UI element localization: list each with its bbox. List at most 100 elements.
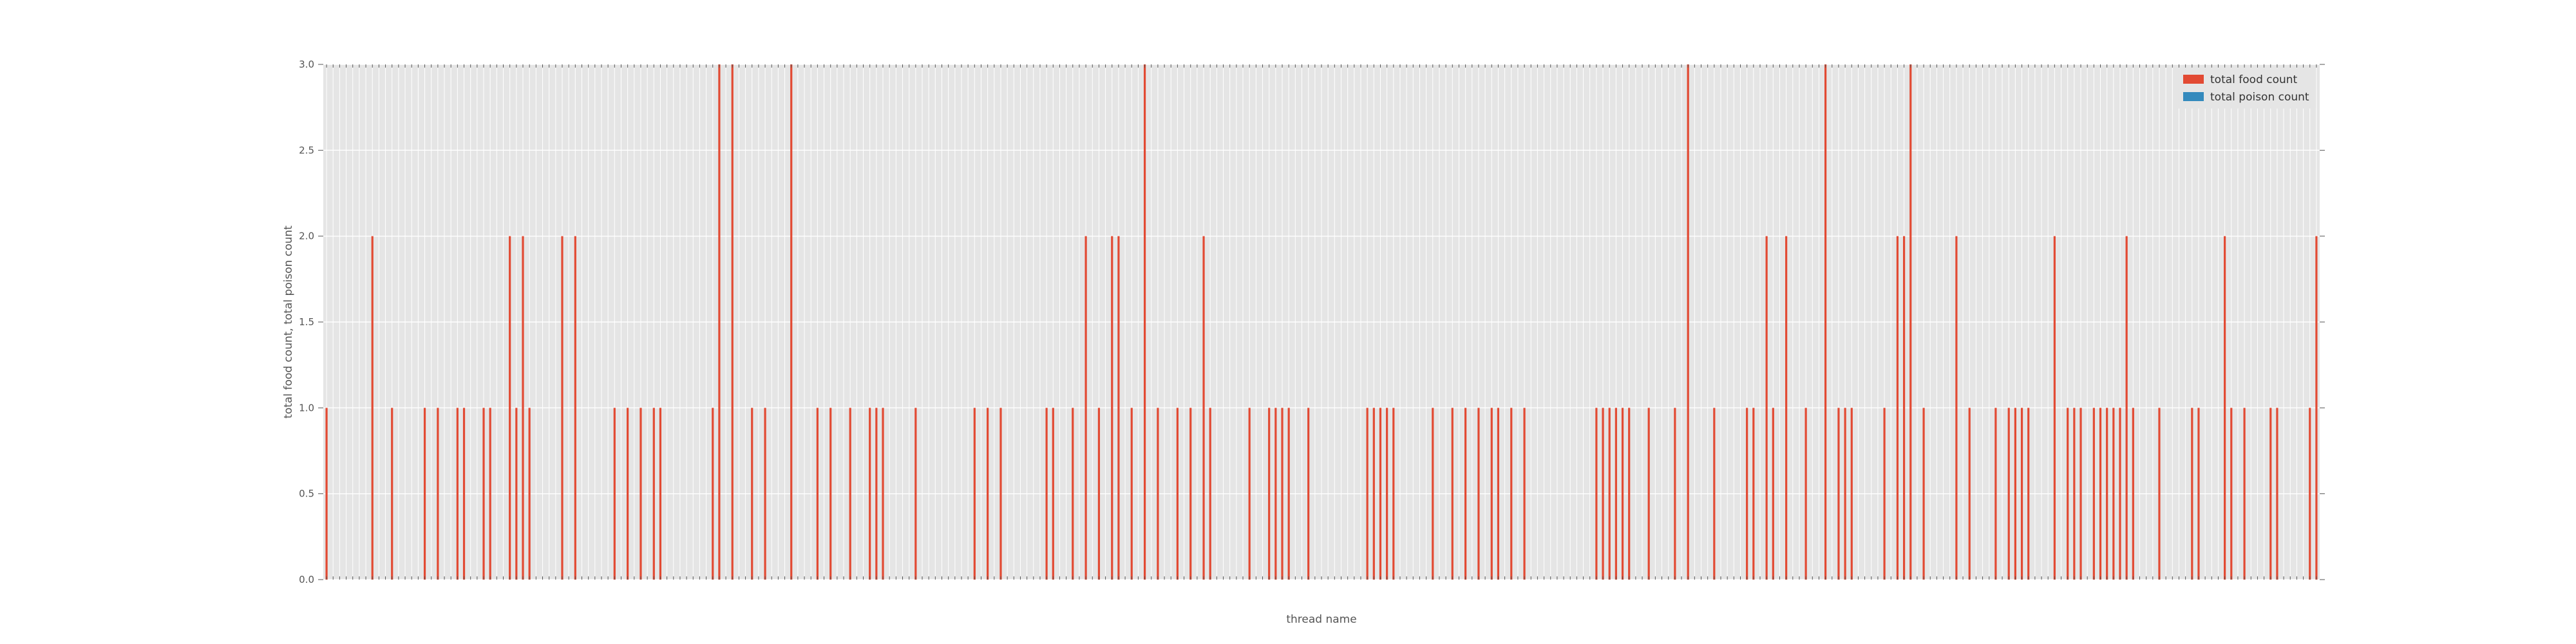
y-gridlines <box>323 64 2320 580</box>
y-tick-label: 1.0 <box>299 402 314 413</box>
bar-food <box>2224 236 2226 580</box>
bar-food <box>790 64 793 580</box>
bar-food <box>2243 408 2246 580</box>
bar-food <box>462 408 466 580</box>
bar-food <box>2276 408 2278 580</box>
bar-food <box>1111 236 1113 580</box>
bar-food <box>1902 236 1906 580</box>
bar-food <box>1281 408 1283 580</box>
bar-food <box>1451 408 1454 580</box>
bar-food <box>1804 408 1807 580</box>
bar-food <box>528 408 531 580</box>
bar-food <box>2106 408 2108 580</box>
y-tick-label: 2.0 <box>299 231 314 242</box>
bar-food <box>1765 236 1768 580</box>
bar-marks <box>325 64 2318 580</box>
bar-food <box>1674 408 1676 580</box>
bar-food <box>1392 408 1395 580</box>
bar-food <box>1955 236 1958 580</box>
bar-food <box>1268 408 1271 580</box>
bar-food <box>1746 408 1748 580</box>
bar-food <box>2073 408 2076 580</box>
legend-swatch-food <box>2183 75 2204 84</box>
x-tick-marks <box>326 64 2317 580</box>
bar-food <box>1117 236 1120 580</box>
bar-food <box>1366 408 1368 580</box>
bar-food <box>1372 408 1375 580</box>
bar-food <box>1844 408 1846 580</box>
bar-food <box>1143 64 1146 580</box>
bar-food <box>1772 408 1774 580</box>
x-axis-label: thread name <box>1286 613 1356 626</box>
bar-food <box>1837 408 1840 580</box>
bar-food <box>999 408 1002 580</box>
y-axis-label: total food count, total poison count <box>282 225 295 419</box>
bar-food <box>869 408 871 580</box>
bar-food <box>574 236 576 580</box>
bar-food <box>1922 408 1925 580</box>
bar-food <box>1307 408 1310 580</box>
bar-food <box>2119 408 2121 580</box>
bar-food <box>2020 408 2023 580</box>
bar-food <box>1896 236 1899 580</box>
bar-food <box>1072 408 1074 580</box>
bar-food <box>1523 408 1526 580</box>
bar-food <box>1477 408 1480 580</box>
bar-food <box>1602 408 1604 580</box>
y-axis-ticks: 0.0 0.5 1.0 1.5 2.0 2.5 3.0 <box>299 59 2325 585</box>
bar-food <box>2158 408 2161 580</box>
bar-food <box>712 408 714 580</box>
y-tick-label: 0.0 <box>299 574 314 585</box>
bar-food <box>1497 408 1500 580</box>
bar-food <box>1628 408 1631 580</box>
bar-food <box>1287 408 1290 580</box>
bar-food <box>627 408 629 580</box>
bar-food <box>639 408 642 580</box>
bar-food <box>2014 408 2016 580</box>
bar-food <box>1176 408 1179 580</box>
bar-food <box>2092 408 2095 580</box>
y-tick-label: 1.5 <box>299 316 314 328</box>
bar-food <box>1647 408 1650 580</box>
bar-food <box>731 64 734 580</box>
bar-food <box>509 236 511 580</box>
bar-food <box>423 408 426 580</box>
bar-food <box>1386 408 1388 580</box>
bar-food <box>816 408 819 580</box>
bar-food <box>437 408 439 580</box>
bar-food <box>1379 408 1382 580</box>
bar-food <box>371 236 374 580</box>
bar-food <box>1202 236 1205 580</box>
bar-food <box>1909 64 1912 580</box>
bar-food <box>764 408 766 580</box>
bar-food <box>1157 408 1159 580</box>
bar-food <box>1432 408 1434 580</box>
bar-food <box>2099 408 2102 580</box>
y-tick-label: 0.5 <box>299 488 314 500</box>
bar-food <box>875 408 878 580</box>
bar-food <box>1045 408 1048 580</box>
bar-food <box>1084 236 1087 580</box>
bar-food <box>2191 408 2193 580</box>
bar-food <box>659 408 662 580</box>
bar-food <box>2309 408 2311 580</box>
legend-swatch-poison <box>2183 92 2204 101</box>
bar-food <box>1595 408 1598 580</box>
bar-food <box>1510 408 1513 580</box>
bar-food <box>482 408 485 580</box>
bar-food <box>2007 408 2010 580</box>
legend-label-food: total food count <box>2210 73 2298 86</box>
bar-food <box>1687 64 1689 580</box>
bar-food <box>2230 408 2233 580</box>
bar-food <box>1274 408 1277 580</box>
bar-food <box>1130 408 1133 580</box>
bar-food <box>1189 408 1192 580</box>
bar-food <box>718 64 721 580</box>
bar-food <box>1883 408 1886 580</box>
bar-food <box>1464 408 1467 580</box>
bar-food <box>1850 408 1853 580</box>
legend-label-poison: total poison count <box>2210 91 2309 104</box>
bar-food <box>2315 236 2318 580</box>
y-tick-label: 2.5 <box>299 144 314 156</box>
bar-food <box>522 236 524 580</box>
